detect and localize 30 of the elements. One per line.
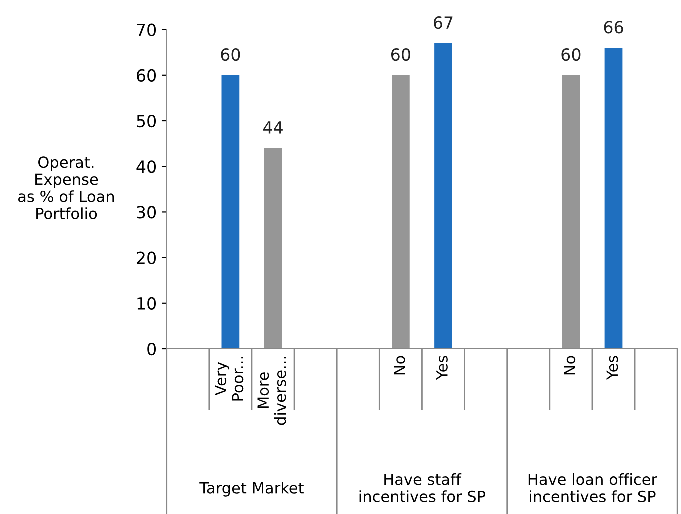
data-label: 60	[221, 48, 240, 62]
data-label: 66	[604, 21, 624, 34]
data-label: 44	[263, 122, 283, 134]
y-tick-label: 20	[137, 252, 156, 264]
y-tick-label: 50	[137, 114, 156, 128]
x-tick-label: Very Poor...	[215, 357, 244, 401]
bar	[604, 48, 623, 350]
bar	[392, 75, 410, 350]
y-tick-label: 60	[137, 69, 156, 82]
x-tick-label: No	[394, 356, 406, 375]
text: Have loan officer incentives for SP	[528, 474, 658, 502]
bar	[222, 75, 240, 350]
bar	[434, 43, 452, 350]
y-tick-label: 30	[137, 206, 156, 219]
y-axis-title: Operat. Expense as % of Loan Portfolio	[18, 156, 114, 220]
y-tick-label: 70	[137, 24, 156, 36]
x-tick-label: More diverse...	[258, 357, 286, 426]
y-tick-label: 10	[138, 297, 156, 310]
data-label: 60	[562, 48, 581, 62]
x-tick-label: Yes	[606, 356, 618, 380]
y-tick-label: 40	[136, 160, 156, 174]
text: Target Market	[200, 482, 304, 497]
bar	[264, 148, 282, 350]
bar	[562, 75, 580, 350]
x-tick-label: No	[564, 356, 576, 375]
data-label: 67	[434, 16, 453, 30]
y-tick-label: 0	[148, 342, 156, 356]
x-tick-label: Yes	[436, 356, 448, 380]
data-label: 60	[392, 48, 410, 62]
text: Have staff incentives for SP	[360, 474, 486, 502]
